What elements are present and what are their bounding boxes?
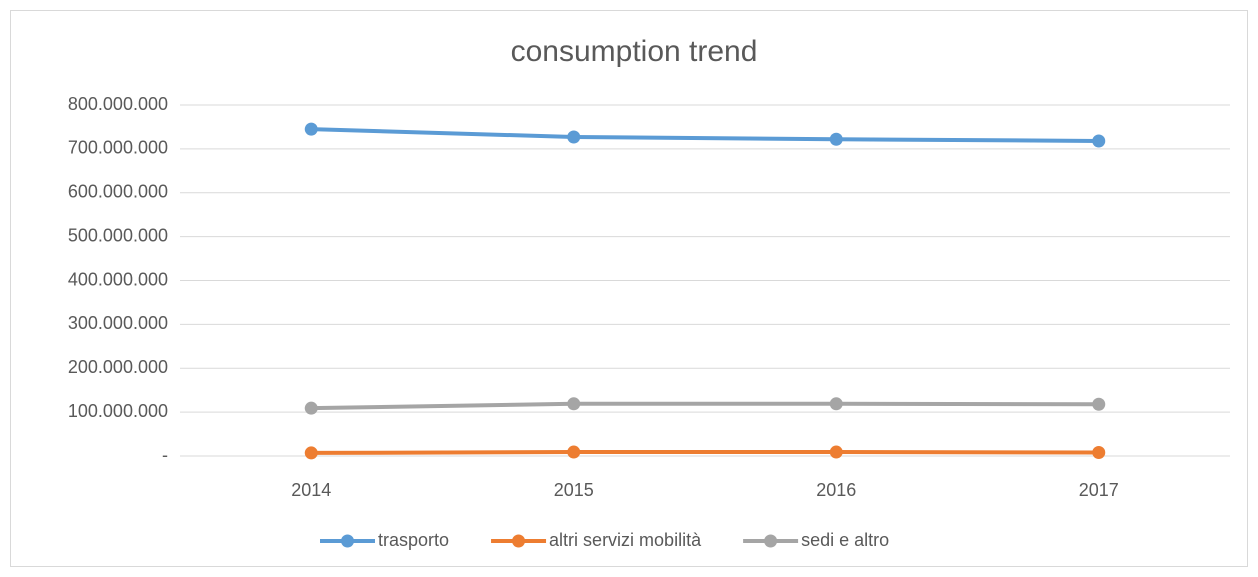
x-tick-label: 2014 — [291, 480, 331, 500]
legend-label: trasporto — [378, 530, 449, 550]
y-tick-label: 300.000.000 — [68, 313, 168, 333]
y-tick-label: - — [162, 445, 168, 465]
legend-label: sedi e altro — [801, 530, 889, 550]
data-point — [1092, 134, 1106, 148]
data-point — [829, 397, 843, 411]
data-point — [1092, 397, 1106, 411]
series-line — [311, 401, 1099, 411]
y-tick-label: 200.000.000 — [68, 357, 168, 377]
data-point — [304, 401, 318, 415]
legend-label: altri servizi mobilità — [549, 530, 702, 550]
data-point — [304, 122, 318, 136]
x-tick-label: 2015 — [554, 480, 594, 500]
legend-marker — [512, 534, 526, 548]
y-tick-label: 100.000.000 — [68, 401, 168, 421]
chart-title: consumption trend — [511, 35, 758, 68]
legend-marker — [764, 534, 778, 548]
y-tick-label: 400.000.000 — [68, 269, 168, 289]
legend-marker — [341, 534, 354, 548]
chart-border — [10, 10, 1248, 567]
data-point — [829, 132, 843, 146]
y-tick-label: 800.000.000 — [68, 94, 168, 114]
x-tick-label: 2016 — [816, 480, 856, 500]
data-point — [567, 130, 581, 144]
x-tick-label: 2017 — [1079, 480, 1119, 500]
data-point — [567, 397, 581, 411]
data-point — [567, 445, 581, 459]
data-point — [304, 446, 318, 460]
y-tick-label: 500.000.000 — [68, 225, 168, 245]
data-point — [829, 445, 843, 459]
y-tick-label: 600.000.000 — [68, 182, 168, 202]
series-line — [311, 127, 1099, 143]
series-line — [311, 450, 1099, 455]
data-point — [1092, 445, 1106, 459]
y-tick-label: 700.000.000 — [68, 138, 168, 158]
